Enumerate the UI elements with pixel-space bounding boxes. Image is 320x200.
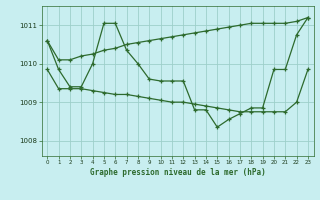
X-axis label: Graphe pression niveau de la mer (hPa): Graphe pression niveau de la mer (hPa) [90, 168, 266, 177]
